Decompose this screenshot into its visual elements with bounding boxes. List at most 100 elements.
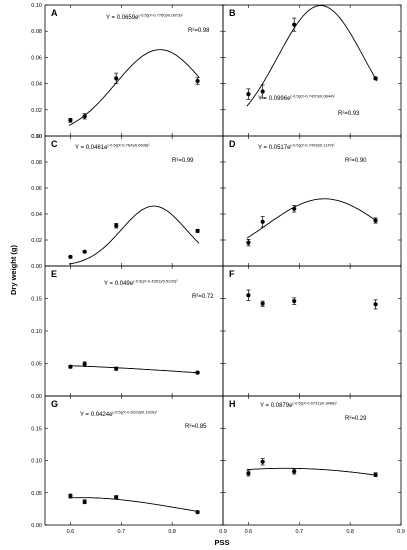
plot-frame xyxy=(44,265,224,397)
y-tick-label: 0.02 xyxy=(31,238,42,244)
plot-frame xyxy=(222,265,402,397)
x-tick-label: 0.9 xyxy=(397,529,405,535)
r-squared: R²=0.93 xyxy=(338,111,360,117)
y-tick-label: 0.04 xyxy=(31,212,42,218)
fit-equation: Y = 0.0996e(-0.5((X-0.7420)/0.0844)² xyxy=(258,94,336,103)
data-point xyxy=(82,362,87,367)
data-point xyxy=(114,76,119,81)
y-tick-label: 0.05 xyxy=(31,362,42,368)
data-point xyxy=(292,299,297,304)
fit-curve xyxy=(68,365,200,374)
data-point xyxy=(260,89,265,94)
data-point xyxy=(68,493,73,499)
y-tick-label: 0.05 xyxy=(31,491,42,497)
plot-frame xyxy=(222,395,402,526)
data-point xyxy=(195,370,200,375)
data-point xyxy=(114,495,119,500)
panel-label: H xyxy=(229,399,236,409)
data-point xyxy=(373,302,378,307)
x-tick-label: 0.6 xyxy=(67,529,75,535)
y-tick-label: 0.00 xyxy=(31,134,42,140)
panel-label: C xyxy=(51,139,58,149)
equation-base: Y = 0.0517e xyxy=(258,145,291,151)
plot-frame xyxy=(222,4,402,137)
data-point xyxy=(246,240,251,245)
data-point xyxy=(373,218,378,223)
y-tick-label: 0.02 xyxy=(31,108,42,114)
data-point xyxy=(260,459,265,464)
y-tick-label: 0.15 xyxy=(31,426,42,432)
r-squared: R²=0.72 xyxy=(192,294,214,300)
panel-label: A xyxy=(51,8,58,18)
y-tick-label: 0.00 xyxy=(31,264,42,270)
panel-d: D Y = 0.0517e(-0.5((X-0.7493)/0.1147)² R²=… xyxy=(222,135,402,267)
data-point xyxy=(68,118,73,123)
panel-label: D xyxy=(229,139,236,149)
y-tick-label: 0.10 xyxy=(31,134,42,140)
y-tick-label: 0.10 xyxy=(31,459,42,465)
panel-b: B Y = 0.0996e(-0.5((X-0.7420)/0.0844)² R²=… xyxy=(222,4,402,137)
fit-equation: Y = 0.0461e(-0.5((X-0.764)/0.0638)² xyxy=(75,143,150,152)
equation-exponent: (-0.5((X-0.764)/0.0638)² xyxy=(107,143,150,148)
equation-base: Y = 0.049e xyxy=(104,281,134,287)
equation-exponent: (-0.5((X-0.6731)/0.3486)² xyxy=(292,401,337,406)
y-tick-label: 0.10 xyxy=(31,3,42,9)
panel-c: C 0.00 0.02 0.04 0.06 0.08 0.10 Y = 0.0461e(-0.… xyxy=(31,134,224,270)
x-tick-label: 0.7 xyxy=(117,529,125,535)
plot-frame xyxy=(44,395,224,526)
y-tick-label: 0.00 xyxy=(31,394,42,400)
data-point xyxy=(260,301,265,306)
equation-base: Y = 0.0424e xyxy=(80,412,113,418)
fit-curve xyxy=(68,49,200,126)
data-point xyxy=(114,223,119,228)
r-squared: R²=0.29 xyxy=(345,416,367,422)
fit-equation: Y = 0.0517e(-0.5((X-0.7493)/0.1147)² xyxy=(258,143,335,152)
fit-curve xyxy=(246,467,378,476)
fit-curve xyxy=(68,497,200,513)
fit-equation: Y = 0.049e(-0.5((X-0.4351)/0.5220)² xyxy=(104,279,178,288)
data-point xyxy=(68,364,73,369)
data-point xyxy=(82,249,87,254)
panel-label: G xyxy=(51,399,58,409)
fit-equation: Y = 0.0424e(-0.5((X-0.6223)/0.1929)² xyxy=(80,410,158,419)
y-axis-title: Dry weight (g) xyxy=(9,244,18,295)
y-tick-label: 0.00 xyxy=(31,523,42,529)
r-squared: R²=0.99 xyxy=(172,158,194,164)
data-point xyxy=(246,293,251,298)
panel-e: E 0.00 0.05 0.10 0.15 Y = 0.049e(-0.5((X-0.43… xyxy=(31,265,224,400)
x-tick-label: 0.9 xyxy=(219,529,227,535)
data-point xyxy=(292,206,297,211)
data-point xyxy=(68,254,73,259)
panel-f: F xyxy=(222,265,402,397)
x-tick-label: 0.7 xyxy=(295,529,303,535)
equation-exponent: (-0.5((X-0.7420)/0.0844)² xyxy=(290,94,335,99)
y-tick-label: 0.10 xyxy=(31,329,42,335)
panel-g: G 0.00 0.05 0.10 0.15 0.6 0.7 0.8 0.9 Y = 0.0424e… xyxy=(31,395,227,535)
data-point xyxy=(114,366,119,371)
y-tick-label: 0.08 xyxy=(31,29,42,35)
panel-label: E xyxy=(51,269,57,279)
data-point xyxy=(195,78,200,84)
panels: A0.000.020.040.060.080.10Y = 0.0659e(-0.… xyxy=(31,3,405,535)
data-point xyxy=(246,91,251,97)
equation-exponent: (-0.5((X-0.6223)/0.1929)² xyxy=(112,410,157,415)
y-tick-label: 0.08 xyxy=(31,160,42,166)
y-tick-label: 0.06 xyxy=(31,55,42,61)
equation-base: Y = 0.0996e xyxy=(258,96,291,102)
r-squared: R²=0.85 xyxy=(185,424,207,430)
equation-base: Y = 0.0659e xyxy=(106,15,139,21)
data-point xyxy=(292,22,297,27)
x-tick-label: 0.6 xyxy=(245,529,253,535)
plot-frame xyxy=(44,135,224,267)
data-point xyxy=(260,219,265,224)
fit-equation: Y = 0.0659e(-0.5((X-0.7760)/0.0873)² xyxy=(106,13,184,22)
y-tick-label: 0.04 xyxy=(31,82,42,88)
fit-curve xyxy=(246,5,378,107)
r-squared: R²=0.98 xyxy=(188,28,210,34)
equation-base: Y = 0.0879e xyxy=(260,403,293,409)
panel-label: B xyxy=(229,8,236,18)
equation-base: Y = 0.0461e xyxy=(75,145,108,151)
equation-exponent: (-0.5((X-0.4351)/0.5220)² xyxy=(133,279,178,284)
data-point xyxy=(195,228,200,233)
fit-curve xyxy=(246,198,378,239)
